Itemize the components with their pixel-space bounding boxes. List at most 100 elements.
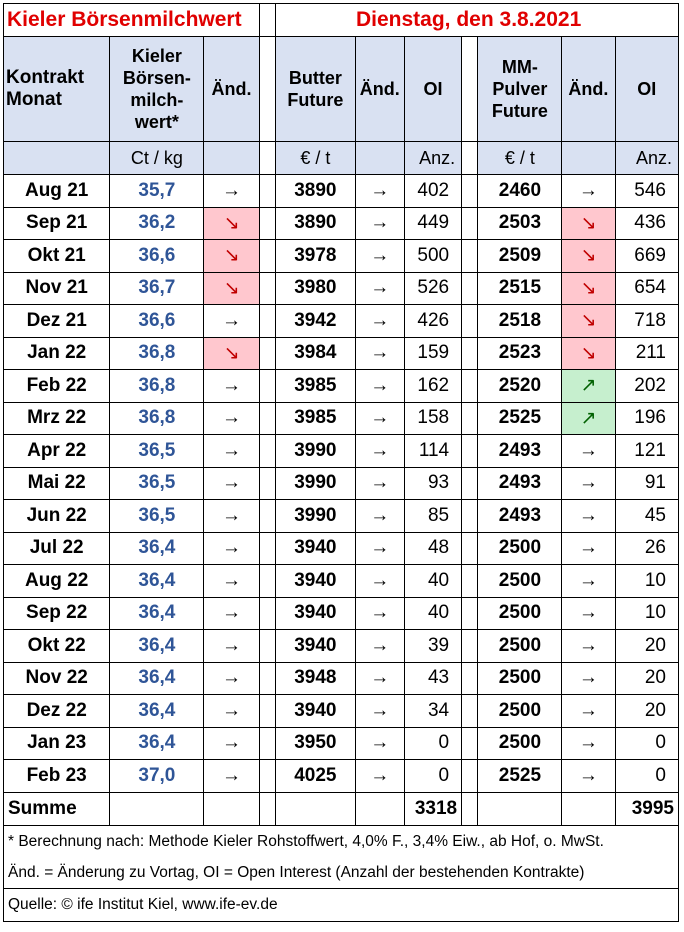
mm-oi-total: 3995 bbox=[614, 791, 679, 826]
butter-change-arrow-icon: → bbox=[354, 401, 405, 435]
butter-open-interest: 114 bbox=[403, 434, 463, 468]
header-kbm-line3: milch- bbox=[130, 90, 184, 110]
gap-cell bbox=[461, 206, 479, 240]
kbm-value: 36,4 bbox=[109, 564, 205, 598]
mm-open-interest: 20 bbox=[614, 661, 679, 695]
mm-change-arrow-icon: ↘ bbox=[561, 206, 616, 240]
unit-kbm-change bbox=[203, 141, 260, 175]
butter-open-interest: 40 bbox=[403, 564, 463, 598]
header-butter-change: Änd. bbox=[354, 36, 405, 142]
header-row: Kontrakt Monat Kieler Börsen- milch- wer… bbox=[2, 36, 679, 142]
gap-cell bbox=[461, 239, 479, 273]
mm-open-interest: 0 bbox=[614, 726, 679, 760]
footer-notes: * Berechnung nach: Methode Kieler Rohsto… bbox=[3, 825, 679, 922]
table-row: Jul 22 36,4 → 3940 → 48 2500 → 26 bbox=[2, 531, 679, 565]
kbm-change-arrow-icon: → bbox=[203, 174, 260, 208]
butter-change-arrow-icon: → bbox=[354, 434, 405, 468]
gap-cell bbox=[258, 499, 277, 533]
header-mm: MM- Pulver Future bbox=[477, 36, 563, 142]
gap-cell bbox=[258, 434, 277, 468]
butter-change-arrow-icon: → bbox=[354, 174, 405, 208]
futures-table: Kieler Börsenmilchwert Dienstag, den 3.8… bbox=[2, 3, 679, 826]
gap-cell bbox=[461, 369, 479, 403]
mm-open-interest: 202 bbox=[614, 369, 679, 403]
kbm-change-arrow-icon: ↘ bbox=[203, 239, 260, 273]
mm-change-arrow-icon: ↘ bbox=[561, 239, 616, 273]
gap-cell bbox=[461, 499, 479, 533]
gap-cell bbox=[258, 401, 277, 435]
unit-butter-price: € / t bbox=[275, 141, 356, 175]
mm-change-arrow-icon: ↗ bbox=[561, 401, 616, 435]
gap-cell bbox=[258, 206, 277, 240]
contract-month: Aug 22 bbox=[2, 564, 111, 598]
header-kbm: Kieler Börsen- milch- wert* bbox=[109, 36, 205, 142]
butter-change-arrow-icon: → bbox=[354, 304, 405, 338]
butter-change-arrow-icon: → bbox=[354, 564, 405, 598]
butter-open-interest: 48 bbox=[403, 531, 463, 565]
butter-change-arrow-icon: → bbox=[354, 206, 405, 240]
mm-open-interest: 10 bbox=[614, 596, 679, 630]
table-row: Okt 22 36,4 → 3940 → 39 2500 → 20 bbox=[2, 629, 679, 663]
butter-price: 3890 bbox=[275, 174, 356, 208]
butter-oi-total: 3318 bbox=[403, 791, 463, 826]
mm-change-arrow-icon: → bbox=[561, 661, 616, 695]
kbm-value: 37,0 bbox=[109, 759, 205, 793]
kbm-value: 36,4 bbox=[109, 629, 205, 663]
header-mm-line2: Pulver bbox=[492, 79, 548, 99]
gap-cell bbox=[461, 726, 479, 760]
mm-price: 2500 bbox=[477, 726, 563, 760]
kbm-change-arrow-icon: → bbox=[203, 499, 260, 533]
gap-cell bbox=[461, 694, 479, 728]
butter-open-interest: 449 bbox=[403, 206, 463, 240]
butter-open-interest: 159 bbox=[403, 336, 463, 370]
kbm-change-arrow-icon: → bbox=[203, 726, 260, 760]
gap-cell bbox=[258, 336, 277, 370]
kbm-change-arrow-icon: ↘ bbox=[203, 206, 260, 240]
mm-price: 2525 bbox=[477, 759, 563, 793]
table-row: Dez 21 36,6 → 3942 → 426 2518 ↘ 718 bbox=[2, 304, 679, 338]
kbm-change-arrow-icon: → bbox=[203, 564, 260, 598]
header-kbm-change: Änd. bbox=[203, 36, 260, 142]
contract-month: Sep 21 bbox=[2, 206, 111, 240]
mm-price: 2523 bbox=[477, 336, 563, 370]
header-mm-line3: Future bbox=[491, 101, 548, 121]
mm-open-interest: 91 bbox=[614, 466, 679, 500]
mm-open-interest: 546 bbox=[614, 174, 679, 208]
table-row: Jan 22 36,8 ↘ 3984 → 159 2523 ↘ 211 bbox=[2, 336, 679, 370]
kbm-value: 36,2 bbox=[109, 206, 205, 240]
gap-cell bbox=[461, 141, 479, 175]
mm-price: 2520 bbox=[477, 369, 563, 403]
gap-cell bbox=[461, 466, 479, 500]
gap-cell bbox=[461, 596, 479, 630]
butter-change-arrow-icon: → bbox=[354, 239, 405, 273]
kbm-change-arrow-icon: → bbox=[203, 596, 260, 630]
butter-change-arrow-icon: → bbox=[354, 336, 405, 370]
kbm-value: 36,5 bbox=[109, 434, 205, 468]
contract-month: Aug 21 bbox=[2, 174, 111, 208]
butter-open-interest: 43 bbox=[403, 661, 463, 695]
butter-change-arrow-icon: → bbox=[354, 759, 405, 793]
mm-price: 2500 bbox=[477, 661, 563, 695]
mm-price: 2500 bbox=[477, 564, 563, 598]
butter-open-interest: 158 bbox=[403, 401, 463, 435]
mm-change-arrow-icon: → bbox=[561, 466, 616, 500]
mm-price: 2500 bbox=[477, 596, 563, 630]
header-mm-oi: OI bbox=[614, 36, 679, 142]
gap-cell bbox=[461, 36, 479, 142]
contract-month: Dez 22 bbox=[2, 694, 111, 728]
mm-price: 2493 bbox=[477, 466, 563, 500]
butter-change-arrow-icon: → bbox=[354, 369, 405, 403]
kbm-change-arrow-icon: → bbox=[203, 304, 260, 338]
contract-month: Dez 21 bbox=[2, 304, 111, 338]
contract-month: Jan 23 bbox=[2, 726, 111, 760]
gap-cell bbox=[258, 141, 277, 175]
gap-cell bbox=[461, 271, 479, 305]
contract-month: Okt 21 bbox=[2, 239, 111, 273]
contract-month: Nov 21 bbox=[2, 271, 111, 305]
header-butter: Butter Future bbox=[275, 36, 356, 142]
contract-month: Jun 22 bbox=[2, 499, 111, 533]
mm-price: 2493 bbox=[477, 434, 563, 468]
kbm-value: 35,7 bbox=[109, 174, 205, 208]
butter-change-arrow-icon: → bbox=[354, 499, 405, 533]
source-note: Quelle: © ife Institut Kiel, www.ife-ev.… bbox=[4, 887, 678, 921]
